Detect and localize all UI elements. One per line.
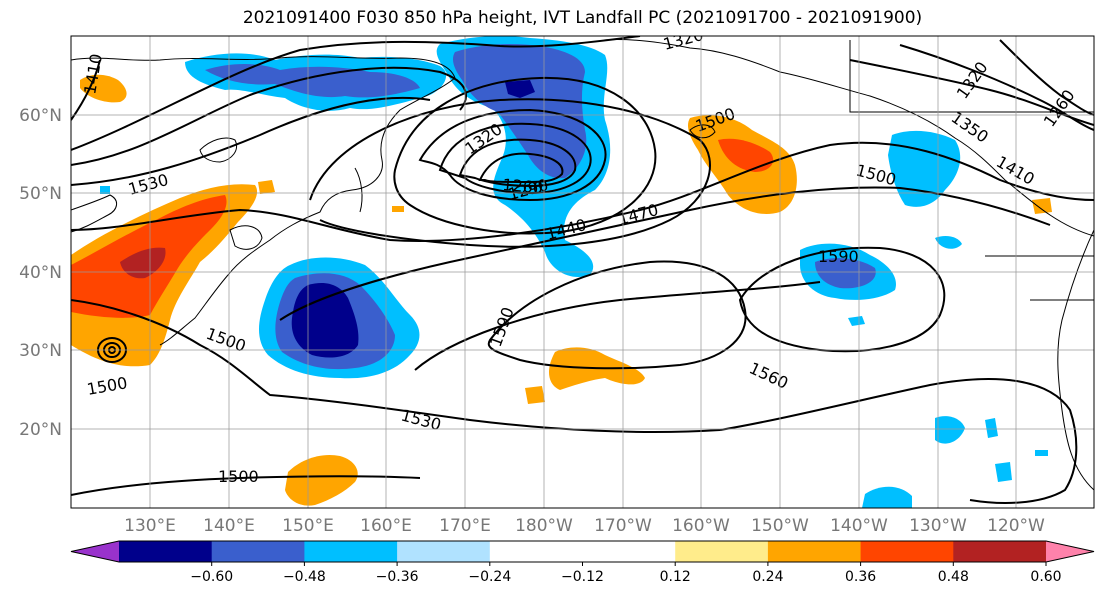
lon-label: 170°E: [439, 516, 491, 536]
map-panel: 1410 1320 1320 1350 1410 1260 1320 1530 …: [71, 36, 1094, 508]
colorbar-tick-label: 0.24: [752, 569, 783, 585]
colorbar-segment: [953, 541, 1047, 562]
colorbar-segment: [675, 541, 769, 562]
colorbar-outline: [70, 540, 1095, 563]
colorbar-segment: [211, 541, 305, 562]
coastlines: [71, 38, 1094, 491]
colorbar-extend-high: [1046, 541, 1094, 562]
lon-label: 180°W: [515, 516, 573, 536]
lon-label: 130°W: [909, 516, 967, 536]
gridlines: [71, 36, 1094, 508]
lon-label: 150°W: [751, 516, 809, 536]
colorbar-tick-label: −0.60: [190, 569, 233, 585]
latitude-labels: 60°N 50°N 40°N 30°N 20°N: [19, 106, 62, 440]
map-title: 2021091400 F030 850 hPa height, IVT Land…: [242, 8, 923, 28]
colorbar-segment: [860, 541, 954, 562]
contour-label: 1260: [502, 175, 544, 197]
colorbar-labels: −0.60 −0.48 −0.36 −0.24 −0.12 0.12 0.24 0.36 0.4…: [190, 562, 1062, 585]
colorbar-extend-low: [71, 541, 119, 562]
lon-label: 140°W: [830, 516, 888, 536]
ivt-positive-fill: [71, 74, 1052, 506]
lon-label: 140°E: [203, 516, 255, 536]
colorbar-segment: [304, 541, 398, 562]
longitude-labels: 130°E 140°E 150°E 160°E 170°E 180°W 170°…: [124, 516, 1045, 536]
lon-label: 170°W: [594, 516, 652, 536]
colorbar-tick-label: −0.48: [283, 569, 326, 585]
colorbar: [70, 540, 1095, 563]
lat-label: 50°N: [19, 184, 62, 204]
colorbar-tick-label: 0.12: [660, 569, 691, 585]
colorbar-segment: [582, 541, 676, 562]
colorbar-tick-label: −0.24: [468, 569, 511, 585]
lat-label: 20°N: [19, 420, 62, 440]
colorbar-tick-label: 0.60: [1030, 569, 1061, 585]
height-contours: [71, 36, 1094, 504]
colorbar-tick-label: −0.36: [376, 569, 419, 585]
lon-label: 120°W: [987, 516, 1045, 536]
map-frame: [70, 35, 1095, 509]
lat-label: 30°N: [19, 341, 62, 361]
colorbar-segment: [767, 541, 862, 562]
lon-label: 130°E: [124, 516, 176, 536]
colorbar-tick-label: 0.48: [938, 569, 969, 585]
lat-label: 60°N: [19, 106, 62, 126]
colorbar-tick-label: 0.36: [845, 569, 876, 585]
colorbar-tick-label: −0.12: [561, 569, 604, 585]
lon-label: 160°E: [360, 516, 412, 536]
lat-label: 40°N: [19, 263, 62, 283]
colorbar-segment: [119, 541, 213, 562]
contour-label: 1590: [818, 247, 859, 266]
colorbar-segment: [397, 541, 491, 562]
colorbar-segment: [489, 541, 583, 562]
contour-label: 1500: [218, 467, 259, 486]
lon-label: 150°E: [282, 516, 334, 536]
lon-label: 160°W: [672, 516, 730, 536]
